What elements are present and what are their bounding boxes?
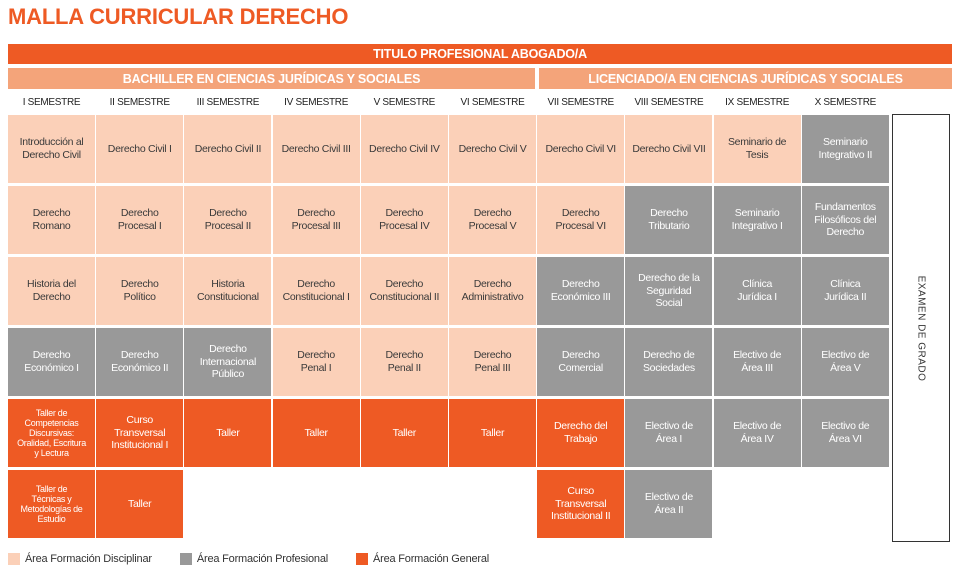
course-cell: Derecho Romano bbox=[8, 186, 95, 254]
course-cell: Derecho Comercial bbox=[537, 328, 625, 396]
course-cell: Taller bbox=[96, 470, 184, 538]
course-cell: Derecho Procesal III bbox=[272, 186, 360, 254]
course-cell: Derecho de la Seguridad Social bbox=[625, 257, 713, 325]
semester-header: IX SEMESTRE bbox=[725, 96, 790, 108]
course-cell: Electivo de Área III bbox=[713, 328, 801, 396]
legend-label: Área Formación Disciplinar bbox=[25, 553, 152, 565]
course-cell: Seminario Integrativo I bbox=[713, 186, 801, 254]
course-cell: Derecho Procesal V bbox=[449, 186, 536, 254]
course-cell: Electivo de Área I bbox=[625, 399, 713, 467]
semester-header: VIII SEMESTRE bbox=[634, 96, 704, 108]
course-cell: Derecho Procesal I bbox=[96, 186, 184, 254]
course-cell: Derecho Internacional Público bbox=[184, 328, 272, 396]
course-cell: Taller bbox=[272, 399, 360, 467]
course-cell: Clínica Jurídica II bbox=[801, 257, 889, 325]
course-cell: Electivo de Área IV bbox=[713, 399, 801, 467]
course-cell: Derecho del Trabajo bbox=[537, 399, 625, 467]
course-cell: Derecho Penal I bbox=[272, 328, 360, 396]
course-cell: Fundamentos Filosóficos del Derecho bbox=[801, 186, 889, 254]
legend-item-disciplinar: Área Formación Disciplinar bbox=[8, 553, 152, 565]
course-cell: Historia del Derecho bbox=[8, 257, 95, 325]
semester-header: VI SEMESTRE bbox=[460, 96, 525, 108]
course-cell: Derecho Tributario bbox=[625, 186, 713, 254]
degree-banner: TITULO PROFESIONAL ABOGADO/A bbox=[8, 44, 952, 64]
course-cell: Derecho Económico II bbox=[96, 328, 184, 396]
course-cell: Derecho Penal II bbox=[360, 328, 448, 396]
course-cell: Derecho Procesal II bbox=[184, 186, 272, 254]
course-cell: Derecho Procesal IV bbox=[360, 186, 448, 254]
course-cell: Derecho Civil III bbox=[272, 115, 360, 183]
licenciado-banner: LICENCIADO/A EN CIENCIAS JURÍDICAS Y SOC… bbox=[539, 68, 952, 89]
course-cell: Derecho Administrativo bbox=[449, 257, 536, 325]
course-cell: Derecho Político bbox=[96, 257, 184, 325]
course-cell: Derecho Económico III bbox=[537, 257, 625, 325]
course-cell: Seminario de Tesis bbox=[713, 115, 801, 183]
course-cell: Taller bbox=[360, 399, 448, 467]
legend-swatch bbox=[179, 553, 192, 565]
course-cell: Taller bbox=[449, 399, 536, 467]
course-cell: Derecho Civil VII bbox=[625, 115, 713, 183]
semester-header: V SEMESTRE bbox=[373, 96, 436, 108]
course-cell: Derecho Económico I bbox=[8, 328, 95, 396]
course-cell: Curso Transversal Institucional II bbox=[537, 470, 625, 538]
bachiller-banner: BACHILLER EN CIENCIAS JURÍDICAS Y SOCIAL… bbox=[8, 68, 535, 89]
course-cell: Derecho Constitucional II bbox=[360, 257, 448, 325]
semester-header: II SEMESTRE bbox=[109, 96, 170, 108]
course-cell: Electivo de Área V bbox=[801, 328, 889, 396]
course-cell: Electivo de Área II bbox=[625, 470, 713, 538]
page-title: MALLA CURRICULAR DERECHO bbox=[8, 4, 349, 29]
legend-item-profesional: Área Formación Profesional bbox=[179, 553, 328, 565]
semester-header: X SEMESTRE bbox=[814, 96, 877, 108]
legend-item-general: Área Formación General bbox=[355, 553, 490, 565]
course-cell: Derecho Civil IV bbox=[360, 115, 448, 183]
course-cell: Electivo de Área VI bbox=[801, 399, 889, 467]
legend-swatch bbox=[355, 553, 368, 565]
course-cell: Derecho Constitucional I bbox=[272, 257, 360, 325]
course-cell: Taller bbox=[184, 399, 272, 467]
course-cell: Seminario Integrativo II bbox=[801, 115, 889, 183]
course-cell: Derecho Civil VI bbox=[537, 115, 625, 183]
legend-label: Área Formación Profesional bbox=[196, 553, 328, 565]
course-cell: Historia Constitucional bbox=[184, 257, 272, 325]
course-cell: Derecho Procesal VI bbox=[537, 186, 625, 254]
course-cell: Taller de Competencias Discursivas: Oral… bbox=[8, 399, 95, 467]
semester-header: VII SEMESTRE bbox=[547, 96, 614, 108]
semester-header: I SEMESTRE bbox=[22, 96, 81, 108]
exam-box: EXAMEN DE GRADO bbox=[892, 114, 950, 542]
legend: Área Formación Disciplinar Área Formació… bbox=[8, 553, 517, 565]
course-cell: Derecho Civil II bbox=[184, 115, 272, 183]
course-cell: Derecho Penal III bbox=[449, 328, 536, 396]
course-cell: Clínica Jurídica I bbox=[713, 257, 801, 325]
semester-header: III SEMESTRE bbox=[196, 96, 260, 108]
course-cell: Taller de Técnicas y Metodologías de Est… bbox=[8, 470, 95, 538]
course-cell: Derecho de Sociedades bbox=[625, 328, 713, 396]
course-cell: Introducción al Derecho Civil bbox=[8, 115, 95, 183]
legend-swatch bbox=[8, 553, 20, 565]
course-cell: Curso Transversal Institucional I bbox=[96, 399, 184, 467]
exam-label: EXAMEN DE GRADO bbox=[915, 275, 927, 381]
course-cell: Derecho Civil I bbox=[96, 115, 184, 183]
legend-label: Área Formación General bbox=[372, 553, 490, 565]
course-cell: Derecho Civil V bbox=[449, 115, 536, 183]
semester-header: IV SEMESTRE bbox=[284, 96, 349, 108]
